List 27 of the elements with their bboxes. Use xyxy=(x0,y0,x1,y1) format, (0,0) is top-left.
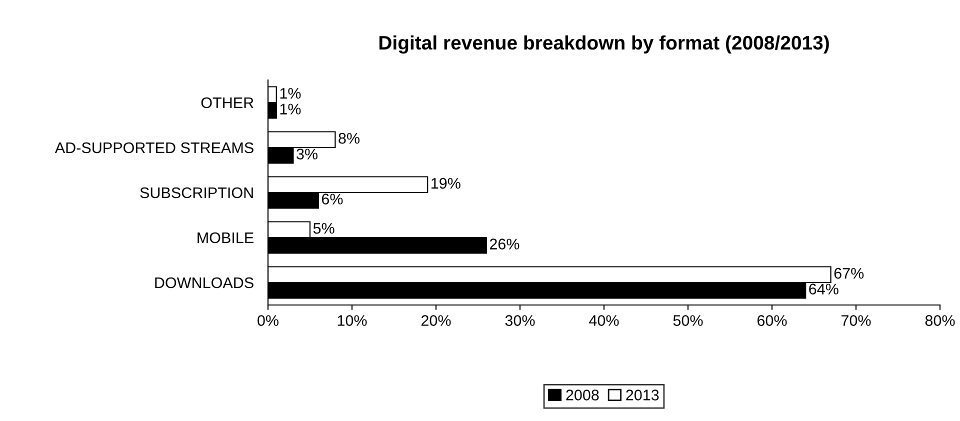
x-tick-label: 30% xyxy=(505,315,535,326)
data-label: 19% xyxy=(432,178,460,189)
y-tick-label: MOBILE xyxy=(198,232,254,244)
x-tick-label: 0% xyxy=(258,315,278,326)
data-label: 3% xyxy=(296,148,318,160)
data-label: 26% xyxy=(490,238,520,250)
x-tick-label: 60% xyxy=(757,315,787,326)
data-label: 67% xyxy=(834,268,864,279)
x-tick-label: 20% xyxy=(421,315,451,326)
y-tick-label: DOWNLOADS xyxy=(155,277,254,288)
y-tick-label: OTHER xyxy=(201,97,254,108)
x-tick-label: 50% xyxy=(673,315,703,326)
data-label: 5% xyxy=(313,222,334,234)
x-tick-label: 40% xyxy=(589,315,619,326)
x-tick-label: 80% xyxy=(925,315,955,326)
x-tick-label: 10% xyxy=(338,315,367,326)
x-tick-label: 70% xyxy=(841,315,871,326)
data-label: 1% xyxy=(280,88,301,99)
data-label: 1% xyxy=(280,104,301,114)
data-label: 8% xyxy=(338,132,360,144)
chart-title: Digital revenue breakdown by format (2008/2013) xyxy=(379,35,829,54)
y-tick-label: SUBSCRIPTION xyxy=(140,187,253,198)
y-tick-label: AD-SUPPORTED STREAMS xyxy=(54,142,254,154)
legend-label: 2008 xyxy=(566,390,599,400)
legend-label: 2013 xyxy=(626,390,659,400)
data-label: 64% xyxy=(809,284,838,294)
data-label: 6% xyxy=(322,194,343,204)
